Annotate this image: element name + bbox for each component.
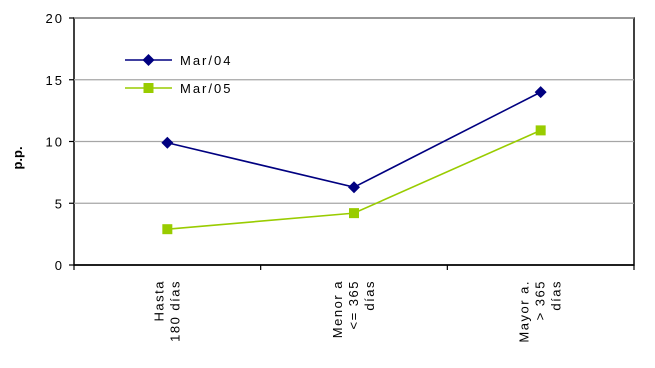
y-tick-label: 10 <box>46 135 64 150</box>
x-tick-label: 180 días <box>167 280 182 342</box>
x-tick-label: Menor a <box>330 280 345 338</box>
data-point-marker <box>349 208 359 219</box>
series-line-mar-04 <box>167 91 542 189</box>
x-tick-label: Mayor a. <box>517 280 532 343</box>
series <box>161 86 547 235</box>
y-tick-label: 0 <box>55 258 64 273</box>
y-tick-label: 15 <box>46 73 64 88</box>
gridlines <box>74 17 634 204</box>
y-axis-label: p.p. <box>10 146 25 169</box>
x-tick-label: Hasta <box>151 280 166 321</box>
legend-marker <box>142 54 155 66</box>
legend-label: Mar/05 <box>180 81 232 96</box>
legend-label: Mar/04 <box>180 53 232 68</box>
x-tick-label: días <box>362 280 377 311</box>
data-point-marker <box>348 181 360 194</box>
data-point-marker <box>535 125 546 136</box>
data-point-marker <box>161 136 174 149</box>
y-tick-label: 5 <box>55 196 64 211</box>
data-point-marker <box>534 86 547 99</box>
x-tick-label: > 365 <box>533 280 548 320</box>
x-tick-label: días <box>549 280 564 311</box>
data-point-marker <box>162 224 173 235</box>
y-tick-label: 20 <box>46 11 64 26</box>
legend-marker <box>143 83 154 93</box>
legend: Mar/04 Mar/05 <box>125 53 232 96</box>
x-tick-label: <= 365 <box>346 280 361 330</box>
